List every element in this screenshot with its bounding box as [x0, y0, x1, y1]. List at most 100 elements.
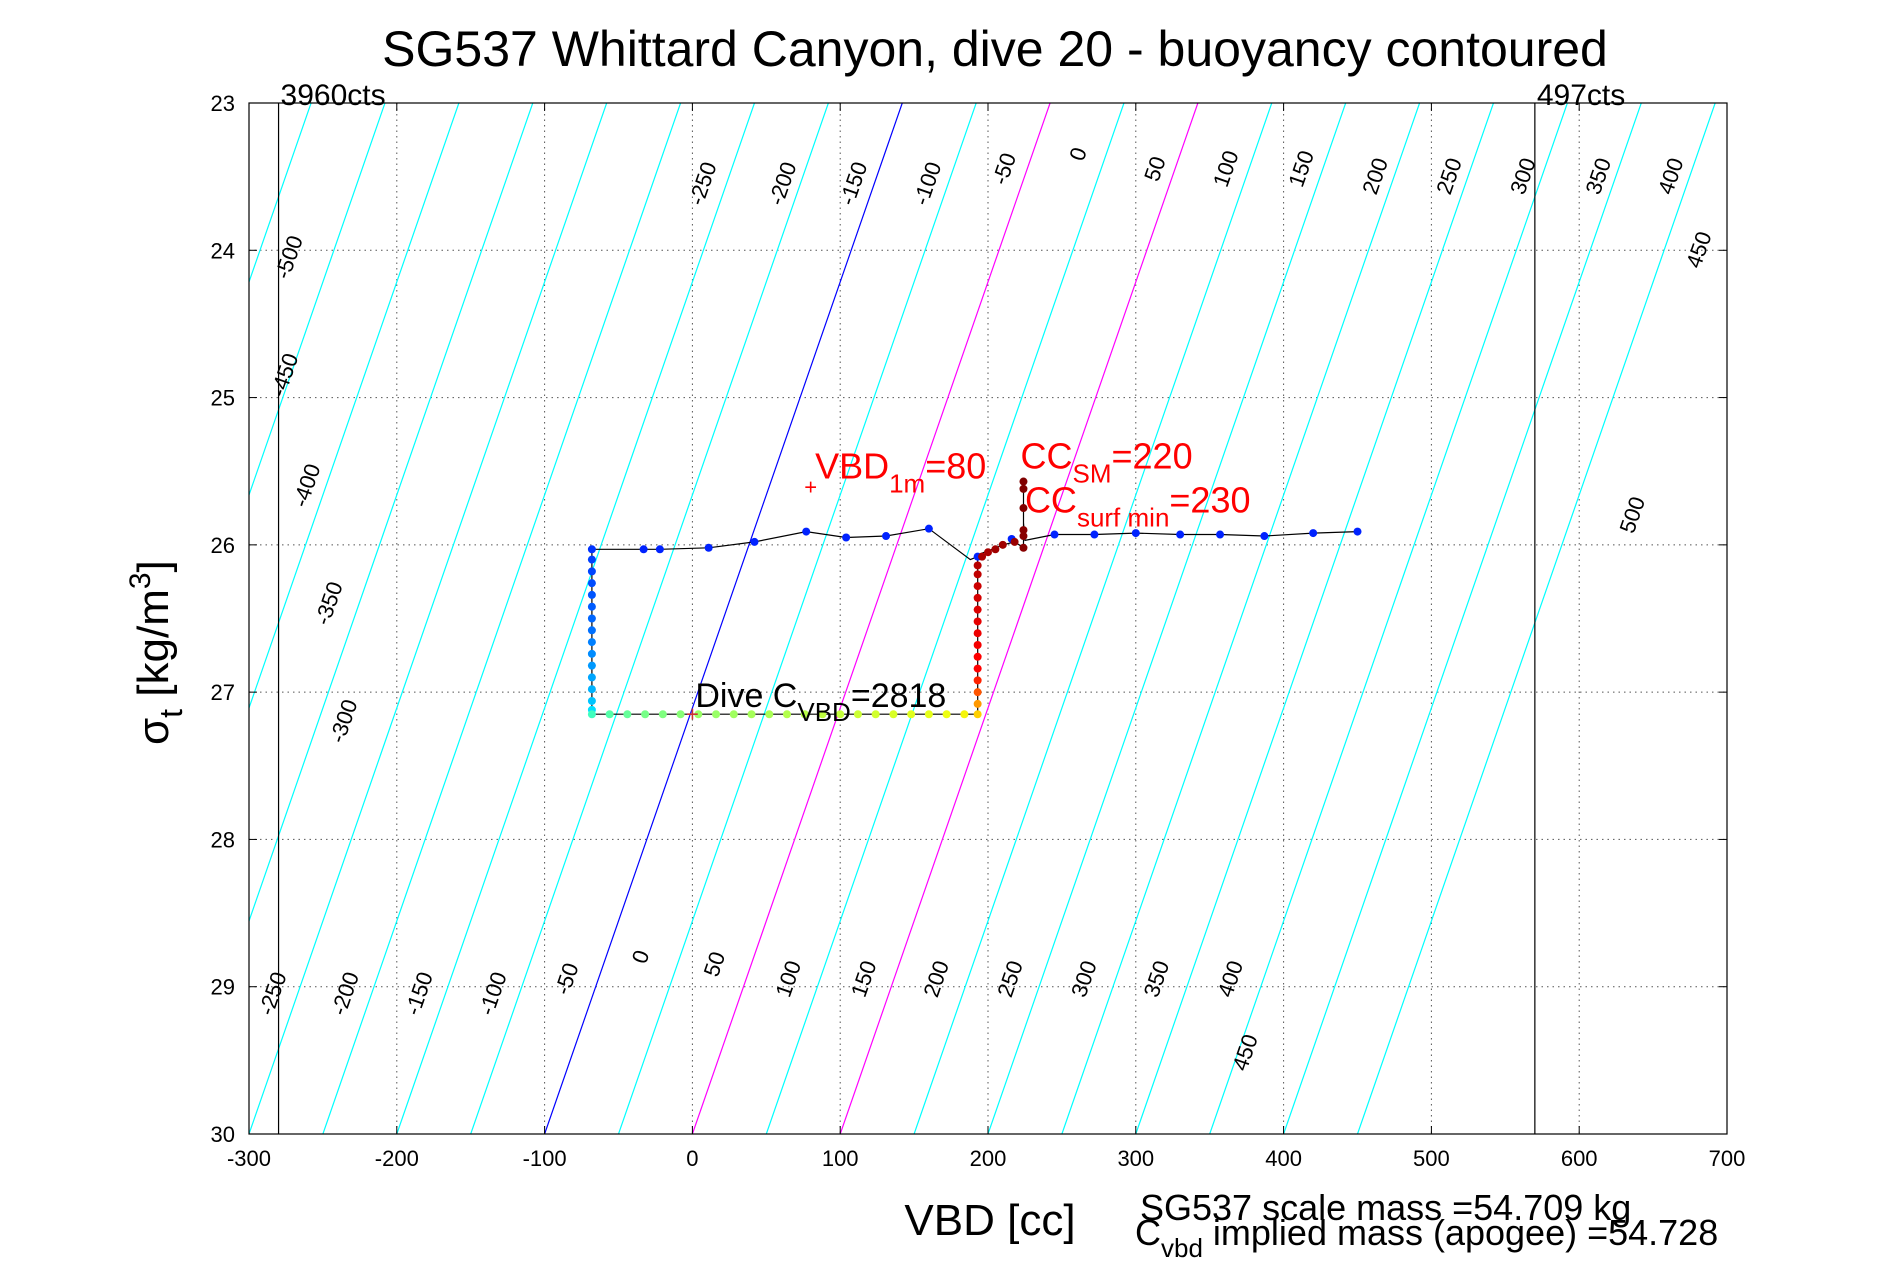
- contour-line: [1283, 103, 1642, 1134]
- chart-title: SG537 Whittard Canyon, dive 20 - buoyanc…: [382, 21, 1608, 77]
- data-point: [1019, 477, 1028, 486]
- contour-label: 50: [699, 948, 731, 979]
- data-point: [765, 710, 774, 719]
- annotations: -500-450-400-350-300-250 -200 -150 -100 -50 0…: [254, 79, 1717, 1074]
- data-point: [750, 537, 759, 546]
- data-point: [978, 552, 987, 561]
- data-point: [973, 676, 982, 685]
- y-tick-label: 23: [211, 91, 235, 116]
- data-point: [973, 629, 982, 638]
- data-point: [1050, 530, 1059, 539]
- data-point: [623, 710, 632, 719]
- y-tick-label: 28: [211, 827, 235, 852]
- contour-label: 100: [1208, 147, 1244, 190]
- contour-label: -200: [326, 969, 364, 1019]
- contour-label: -50: [550, 960, 584, 998]
- contour-line: [249, 103, 534, 923]
- data-point: [973, 593, 982, 602]
- data-point: [587, 626, 596, 635]
- contour-line: [1356, 103, 1716, 1134]
- data-point: [942, 710, 951, 719]
- contour-line: [396, 103, 756, 1134]
- data-point: [984, 548, 992, 557]
- data-point: [605, 710, 614, 719]
- contour-line: [249, 103, 312, 284]
- x-tick-label: 700: [1709, 1146, 1746, 1171]
- data-point: [842, 533, 851, 542]
- data-point: [1019, 532, 1028, 541]
- data-point: [655, 545, 664, 554]
- contour-label: 250: [1431, 155, 1467, 198]
- x-tick-label: 300: [1117, 1146, 1154, 1171]
- contour-label: -150: [400, 969, 438, 1019]
- data-point: [694, 710, 703, 719]
- vbd-limit-label: 3960cts: [281, 79, 386, 112]
- data-point: [1131, 529, 1140, 538]
- data-point: [924, 524, 933, 533]
- data-point: [587, 685, 596, 694]
- data-point: [587, 673, 596, 682]
- vbd-limit-label: 497cts: [1537, 79, 1625, 112]
- data-point: [587, 555, 596, 564]
- x-tick-label: 500: [1413, 1146, 1450, 1171]
- data-point: [836, 710, 845, 719]
- x-tick-label: -300: [227, 1146, 271, 1171]
- x-tick-label: 100: [822, 1146, 859, 1171]
- contour-label: -50: [987, 150, 1021, 188]
- contour-line: [765, 103, 1125, 1134]
- contour-label: 500: [1614, 493, 1650, 536]
- data-point: [973, 699, 982, 708]
- data-point: [587, 567, 596, 576]
- x-tick-label: 0: [686, 1146, 698, 1171]
- data-point: [704, 543, 713, 552]
- implied-mass-note: Cvbd implied mass (apogee) =54.728: [1135, 1212, 1718, 1262]
- contour-label: 300: [1066, 957, 1102, 1000]
- plus-marker: +: [686, 702, 699, 727]
- data-point: [800, 710, 809, 719]
- contour-label: 50: [1139, 153, 1171, 184]
- contour-line: [322, 103, 682, 1134]
- data-point: [973, 561, 982, 570]
- buoyancy-contours: [249, 103, 1716, 1134]
- data-point: [639, 545, 648, 554]
- y-tick-label: 26: [211, 533, 235, 558]
- profile-path: [591, 478, 1358, 715]
- data-point: [587, 638, 596, 647]
- data-point: [973, 582, 982, 591]
- data-point: [1309, 529, 1318, 538]
- data-point: [587, 579, 596, 588]
- data-point: [889, 710, 898, 719]
- x-tick-label: 200: [970, 1146, 1007, 1171]
- y-tick-label: 25: [211, 386, 235, 411]
- contour-line: [987, 103, 1347, 1134]
- data-point: [818, 710, 827, 719]
- contour-label: -250: [684, 159, 722, 209]
- contour-label: -500: [270, 232, 308, 282]
- data-point: [676, 710, 685, 719]
- contour-label: -450: [265, 350, 303, 400]
- contour-line: [617, 103, 977, 1134]
- data-point: [587, 696, 596, 705]
- data-point: [1019, 543, 1028, 552]
- data-point: [1090, 530, 1099, 539]
- contour-label: 350: [1139, 957, 1175, 1000]
- data-point: [782, 710, 791, 719]
- data-point: [712, 710, 721, 719]
- data-point: [907, 710, 916, 719]
- data-point: [998, 540, 1007, 549]
- contour-line: [470, 103, 829, 1134]
- contour-line: [839, 103, 1199, 1134]
- plus-marker: +: [804, 475, 817, 500]
- data-point: [587, 649, 596, 658]
- data-point: [973, 641, 982, 650]
- contour-label: -100: [474, 969, 512, 1019]
- data-point: [587, 661, 596, 670]
- data-point: [1260, 532, 1269, 541]
- data-point: [973, 710, 982, 719]
- y-axis-label: σt [kg/m3]: [124, 560, 189, 745]
- data-point: [973, 652, 982, 661]
- data-point: [853, 710, 862, 719]
- contour-line: [691, 103, 1051, 1134]
- data-point: [587, 710, 596, 719]
